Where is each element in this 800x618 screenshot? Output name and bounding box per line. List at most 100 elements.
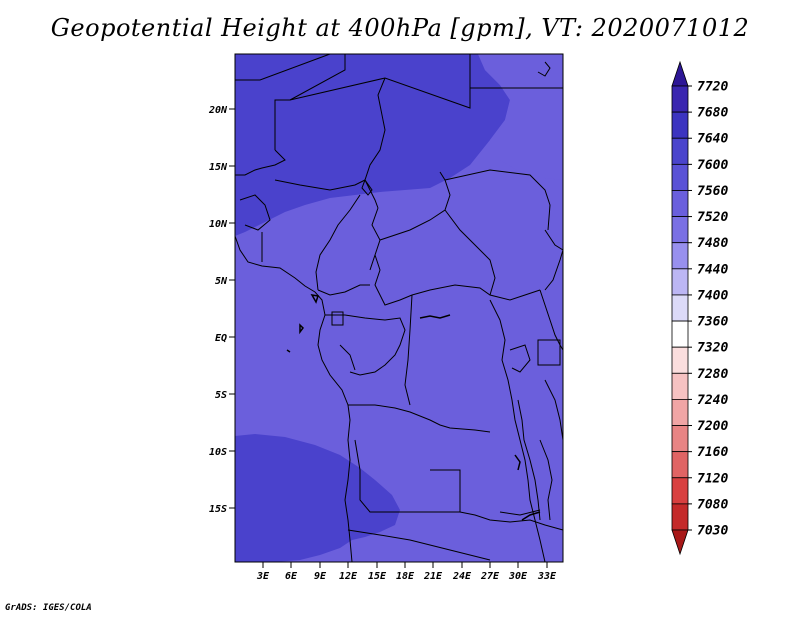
- border-39: [361, 178, 373, 196]
- lon-axis: 3E 6E 9E 12E 15E 18E 21E 24E 27E 30E 33E: [256, 562, 557, 582]
- border-28: [347, 529, 491, 561]
- colorbar: 7720 7680 7640 7600 7560 7520 7480 7440 7400 7360…: [671, 60, 728, 556]
- colorbar-bottom-arrow: [671, 529, 689, 556]
- border-33: [517, 399, 541, 521]
- colorbar-label: 7640: [697, 132, 728, 147]
- border-23: [348, 404, 491, 433]
- colorbar-segment: [671, 320, 689, 348]
- border-25: [354, 439, 460, 513]
- lon-label: 3E: [256, 571, 270, 582]
- colorbar-label: 7160: [697, 445, 728, 460]
- lon-label: 15E: [368, 571, 387, 582]
- colorbar-segment: [671, 268, 689, 296]
- colorbar-label: 7320: [697, 341, 728, 356]
- lake-5: [286, 349, 291, 353]
- colorbar-top-arrow: [671, 60, 689, 87]
- colorbar-label: 7280: [697, 367, 728, 382]
- border-21: [325, 314, 406, 376]
- map-frame: [234, 53, 564, 563]
- border-37: [537, 61, 551, 77]
- border-29: [489, 299, 546, 563]
- border-4: [364, 77, 386, 209]
- border-1: [235, 53, 331, 81]
- colorbar-segment: [671, 163, 689, 191]
- lake-1: [419, 314, 451, 319]
- lon-label: 9E: [314, 571, 327, 582]
- border-5: [235, 149, 286, 176]
- lat-label: 10N: [209, 219, 228, 230]
- colorbar-segment: [671, 111, 689, 139]
- land-boundaries: [234, 53, 564, 563]
- lon-label: 30E: [508, 571, 528, 582]
- lat-label: 15S: [209, 504, 227, 515]
- border-11: [315, 194, 361, 291]
- border-35: [539, 439, 553, 521]
- border-18: [444, 169, 551, 231]
- colorbar-label: 7600: [697, 158, 728, 173]
- border-32: [509, 344, 531, 373]
- colorbar-segment: [671, 451, 689, 479]
- colorbar-segment: [671, 346, 689, 374]
- lon-label: 24E: [452, 571, 472, 582]
- lat-label: 20N: [208, 105, 228, 116]
- lake-3: [521, 511, 541, 521]
- border-24: [404, 294, 413, 406]
- lon-label: 21E: [423, 571, 443, 582]
- colorbar-label: 7520: [697, 210, 728, 225]
- border-7: [274, 179, 366, 191]
- colorbar-segment: [671, 216, 689, 244]
- border-22: [331, 311, 344, 326]
- colorbar-label: 7360: [697, 315, 728, 330]
- lon-label: 33E: [537, 571, 557, 582]
- map-panel: [234, 53, 564, 563]
- lat-label: 5S: [215, 390, 227, 401]
- border-36: [499, 509, 541, 516]
- border-19: [469, 87, 563, 108]
- lon-label: 27E: [480, 571, 500, 582]
- water-bodies: [286, 294, 541, 521]
- border-20: [317, 284, 370, 296]
- lat-axis: 20N 15N 10N 5N EQ 5S 10S 15S: [208, 105, 235, 515]
- colorbar-label: 7680: [697, 106, 728, 121]
- lat-label: 10S: [209, 447, 227, 458]
- lat-label: EQ: [215, 333, 227, 344]
- colorbar-label: 7720: [697, 80, 728, 95]
- lat-label: 15N: [209, 162, 228, 173]
- colorbar-segment: [671, 190, 689, 217]
- lat-label: 5N: [215, 276, 228, 287]
- border-26: [430, 469, 461, 512]
- colorbar-segment: [671, 399, 689, 426]
- border-31: [537, 339, 561, 366]
- colorbar-label: 7030: [697, 524, 728, 539]
- lake-6: [310, 294, 319, 304]
- dark-field-north: [235, 54, 510, 236]
- coastline-west-africa: [234, 235, 353, 563]
- grads-credit: GrADS: IGES/COLA: [5, 603, 92, 613]
- border-8: [239, 194, 271, 231]
- dark-field-south: [235, 434, 400, 562]
- border-34: [544, 379, 564, 441]
- border-2: [289, 54, 346, 101]
- lake-2: [514, 454, 521, 471]
- border-38: [339, 344, 356, 371]
- colorbar-label: 7480: [697, 236, 728, 251]
- border-6: [274, 99, 290, 150]
- light-field-ne: [478, 54, 563, 180]
- map-title: Geopotential Height at 400hPa [gpm], VT:…: [50, 14, 750, 42]
- lake-4: [299, 323, 304, 335]
- colorbar-segment: [671, 372, 689, 400]
- colorbar-segment: [671, 503, 689, 531]
- border-15: [411, 284, 541, 301]
- colorbar-label: 7080: [697, 497, 728, 512]
- colorbar-label: 7560: [697, 184, 728, 199]
- colorbar-segment: [671, 242, 689, 270]
- colorbar-label: 7200: [697, 419, 728, 434]
- lon-label: 12E: [339, 571, 358, 582]
- border-3: [289, 54, 471, 109]
- colorbar-label: 7440: [697, 262, 728, 277]
- border-27: [459, 511, 564, 531]
- lon-label: 18E: [396, 571, 415, 582]
- colorbar-label: 7400: [697, 288, 728, 303]
- lon-label: 6E: [285, 571, 298, 582]
